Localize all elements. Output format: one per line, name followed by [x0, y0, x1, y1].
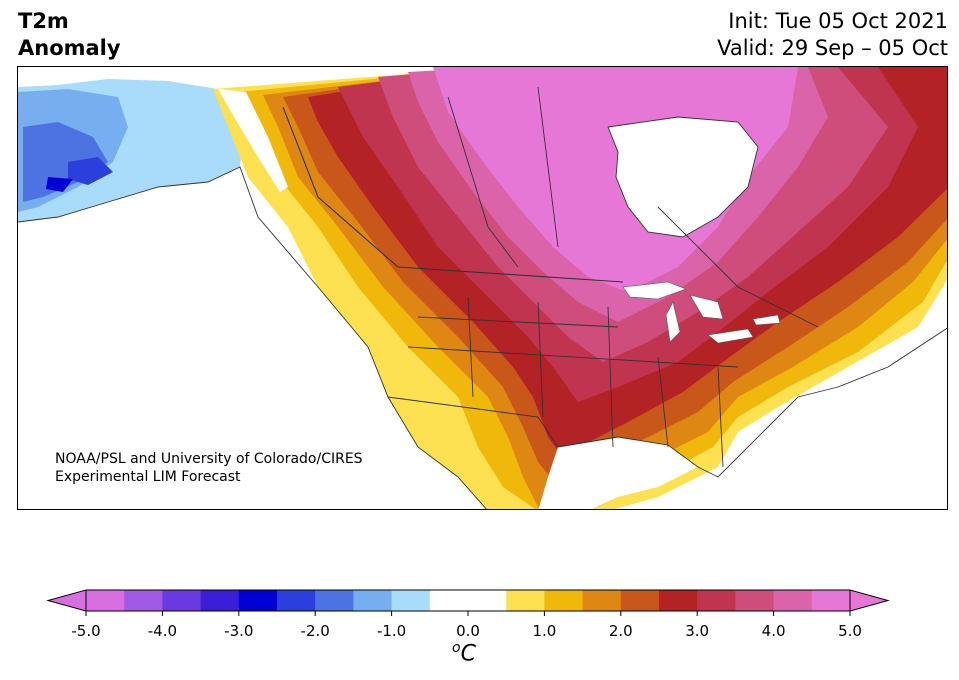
map-canvas	[18, 67, 947, 509]
degree-symbol: o	[452, 640, 461, 656]
colorbar-ticks	[85, 611, 851, 616]
great-lakes	[622, 281, 781, 344]
colorbar-bin	[391, 590, 431, 611]
colorbar-tick-label: -1.0	[376, 622, 407, 640]
valid-period: Valid: 29 Sep – 05 Oct	[717, 36, 948, 60]
colorbar-bin	[620, 590, 660, 611]
init-date: Init: Tue 05 Oct 2021	[728, 9, 948, 33]
colorbar-tick-label: -2.0	[300, 622, 330, 640]
colorbar-bin	[277, 590, 316, 611]
colorbar-bins	[86, 590, 851, 611]
colorbar-tick-label: 3.0	[685, 622, 710, 640]
colorbar-tick-label: -5.0	[71, 622, 101, 640]
credit-line-1: NOAA/PSL and University of Colorado/CIRE…	[55, 451, 363, 467]
colorbar-bin	[811, 590, 851, 611]
alaska-cold-anomaly	[18, 79, 243, 222]
colorbar-tick-label: 2.0	[608, 622, 633, 640]
gulf-of-mexico	[538, 437, 698, 509]
colorbar-unit: oC	[452, 640, 476, 666]
colorbar-bin	[735, 590, 775, 611]
colorbar-tick-label: -3.0	[224, 622, 254, 640]
colorbar-bin	[200, 590, 240, 611]
colorbar-tick-label: 5.0	[838, 622, 862, 640]
unit-celsius: C	[460, 641, 476, 667]
colorbar-bin	[238, 590, 278, 611]
colorbar-tick-label: 1.0	[532, 622, 557, 640]
pacific-ocean	[18, 167, 487, 509]
data-credit: NOAA/PSL and University of Colorado/CIRE…	[55, 450, 363, 486]
colorbar-bin	[468, 590, 507, 611]
colorbar-bin	[429, 590, 469, 611]
colorbar-bin	[124, 590, 163, 611]
colorbar-tick-label: 0.0	[456, 622, 480, 640]
credit-line-2: Experimental LIM Forecast	[55, 469, 241, 485]
colorbar-bin	[582, 590, 622, 611]
atlantic-ocean	[699, 328, 947, 509]
coastlines-and-borders	[18, 86, 947, 509]
colorbar-bin	[162, 590, 202, 611]
colorbar-bin	[506, 590, 545, 611]
colorbar-bin	[659, 590, 698, 611]
colorbar-over-arrow	[849, 589, 890, 612]
colorbar-bin	[544, 590, 584, 611]
colorbar-bin	[773, 590, 813, 611]
colorbar-bin	[86, 590, 125, 611]
title-subtitle: Anomaly	[18, 36, 121, 60]
colorbar-bin	[697, 590, 736, 611]
hudson-bay	[608, 117, 758, 237]
colorbar-tick-label: 4.0	[761, 622, 786, 640]
forecast-dates: Init: Tue 05 Oct 2021 Valid: 29 Sep – 05…	[717, 8, 948, 62]
map-title: T2m Anomaly	[18, 8, 121, 62]
warm-anomaly-bands	[213, 67, 947, 509]
anomaly-map	[17, 66, 948, 510]
title-variable: T2m	[18, 9, 69, 33]
colorbar-under-arrow	[46, 589, 87, 612]
colorbar-bin	[315, 590, 354, 611]
colorbar-tick-label: -4.0	[147, 622, 178, 640]
colorbar-bin	[353, 590, 393, 611]
neutral-anomaly-zone	[218, 89, 288, 192]
